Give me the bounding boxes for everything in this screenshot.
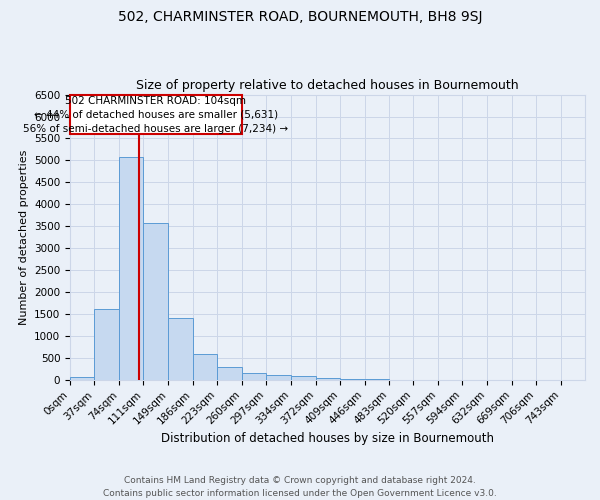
Bar — [365, 378, 389, 380]
Y-axis label: Number of detached properties: Number of detached properties — [19, 150, 29, 325]
Text: 502, CHARMINSTER ROAD, BOURNEMOUTH, BH8 9SJ: 502, CHARMINSTER ROAD, BOURNEMOUTH, BH8 … — [118, 10, 482, 24]
Bar — [70, 96, 242, 134]
Bar — [290, 376, 316, 380]
Text: Contains HM Land Registry data © Crown copyright and database right 2024.
Contai: Contains HM Land Registry data © Crown c… — [103, 476, 497, 498]
Bar — [266, 375, 290, 380]
Bar — [143, 222, 169, 380]
Bar — [340, 378, 365, 380]
Bar — [217, 366, 242, 380]
Bar — [119, 157, 143, 380]
Text: 502 CHARMINSTER ROAD: 104sqm
← 44% of detached houses are smaller (5,631)
56% of: 502 CHARMINSTER ROAD: 104sqm ← 44% of de… — [23, 96, 289, 134]
Bar — [316, 378, 340, 380]
Title: Size of property relative to detached houses in Bournemouth: Size of property relative to detached ho… — [136, 79, 519, 92]
X-axis label: Distribution of detached houses by size in Bournemouth: Distribution of detached houses by size … — [161, 432, 494, 445]
Bar — [94, 309, 119, 380]
Bar — [70, 376, 94, 380]
Bar — [242, 374, 266, 380]
Bar — [193, 354, 217, 380]
Bar — [169, 318, 193, 380]
